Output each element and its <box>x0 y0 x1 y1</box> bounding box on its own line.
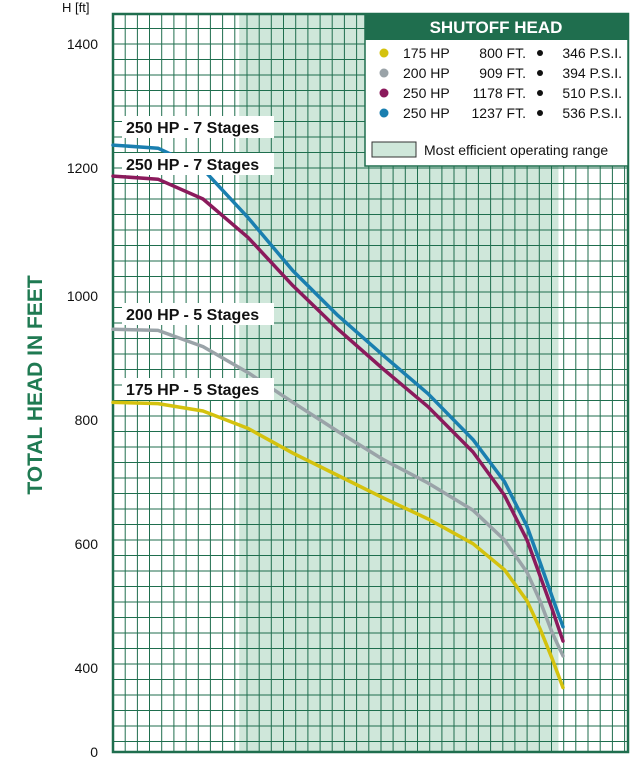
legend: SHUTOFF HEAD 175 HP 800 FT. 346 P.S.I. 200 H… <box>364 13 629 167</box>
legend-marker <box>379 108 389 118</box>
series-label: 175 HP - 5 Stages <box>126 382 259 399</box>
legend-bullet <box>537 110 543 116</box>
legend-hp: 250 HP <box>403 105 450 121</box>
y-unit-label: H [ft] <box>62 0 89 15</box>
legend-bullet <box>537 90 543 96</box>
legend-psi: 394 P.S.I. <box>562 65 622 81</box>
legend-marker <box>379 68 389 78</box>
series-line <box>111 143 565 629</box>
legend-band-swatch <box>371 141 417 158</box>
legend-psi: 510 P.S.I. <box>562 85 622 101</box>
legend-bullet <box>537 70 543 76</box>
y-tick-label: 1400 <box>67 36 98 52</box>
series-label-backing <box>122 116 274 138</box>
legend-band-label: Most efficient operating range <box>424 142 608 158</box>
y-axis-label: TOTAL HEAD IN FEET <box>24 275 47 495</box>
series-line <box>111 174 565 643</box>
legend-hp: 175 HP <box>403 45 450 61</box>
series-line <box>111 400 565 690</box>
legend-hp: 200 HP <box>403 65 450 81</box>
legend-feet: 1178 FT. <box>473 85 526 101</box>
series-label-backing <box>122 303 274 325</box>
y-tick-label: 800 <box>75 412 99 428</box>
y-tick-label: 600 <box>75 536 99 552</box>
y-tick-label: 1000 <box>67 288 98 304</box>
legend-feet: 1237 FT. <box>472 105 526 121</box>
legend-header <box>365 14 628 40</box>
series-label: 200 HP - 5 Stages <box>126 307 259 324</box>
legend-title: SHUTOFF HEAD <box>430 18 563 37</box>
legend-psi: 346 P.S.I. <box>562 45 622 61</box>
legend-bullet <box>537 50 543 56</box>
series-label-backing <box>122 378 274 400</box>
legend-marker <box>379 48 389 58</box>
series-label-backing <box>122 153 274 175</box>
legend-marker <box>379 88 389 98</box>
series-line <box>111 327 565 658</box>
legend-psi: 536 P.S.I. <box>562 105 622 121</box>
legend-feet: 800 FT. <box>479 45 526 61</box>
y-tick-label: 0 <box>90 744 98 760</box>
series-label: 250 HP - 7 Stages <box>126 157 259 174</box>
y-tick-label: 400 <box>75 660 99 676</box>
legend-hp: 250 HP <box>403 85 450 101</box>
series-label: 250 HP - 7 Stages <box>126 120 259 137</box>
legend-feet: 909 FT. <box>479 65 526 81</box>
y-tick-label: 1200 <box>67 160 98 176</box>
